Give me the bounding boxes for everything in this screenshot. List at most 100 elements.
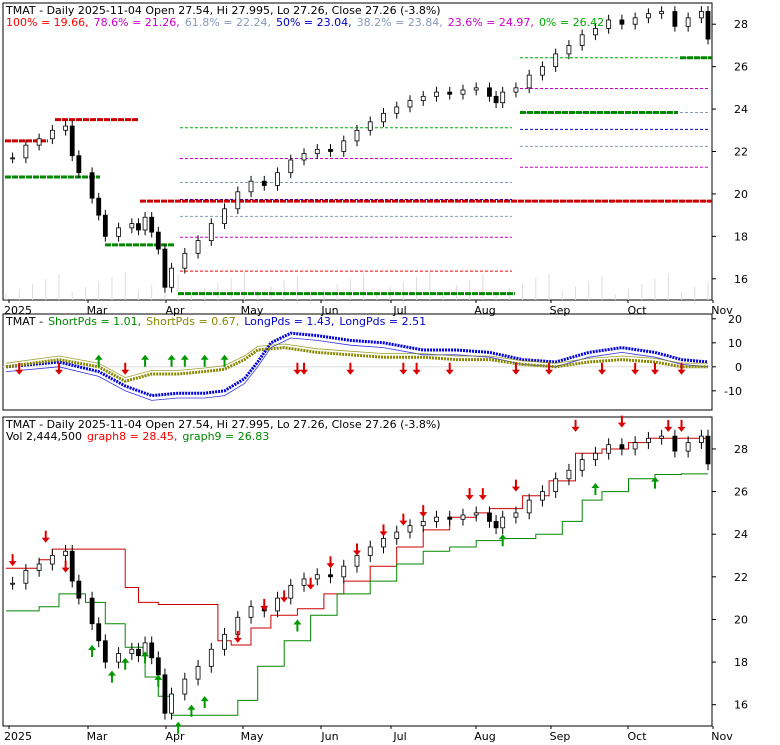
price-bar-body (672, 435, 678, 452)
x-tick-label: Nov (711, 304, 733, 317)
price-bar-body (69, 125, 75, 157)
price-bar-body (149, 216, 155, 233)
price-bar-body (222, 208, 227, 225)
x-tick-label: Jun (320, 730, 338, 743)
price-bar-body (659, 435, 665, 439)
volume-bar (376, 292, 378, 300)
volume-bar (601, 276, 603, 300)
volume-bar (614, 294, 616, 300)
y-tick-label: 28 (734, 18, 748, 31)
volume-bar (151, 285, 153, 300)
volume-bar (257, 291, 259, 300)
buy-arrow-icon (200, 696, 209, 709)
y-tick-label: 20 (734, 188, 748, 201)
sell-arrow-icon (511, 479, 520, 492)
volume-bar (363, 274, 365, 300)
x-tick-label: Jul (392, 304, 406, 317)
price-bar-body (645, 13, 651, 19)
volume-bar (45, 279, 47, 300)
y-tick-label: 22 (734, 146, 748, 159)
sell-arrow-icon (15, 362, 24, 375)
price-bar-body (136, 648, 141, 657)
buy-arrow-icon (187, 704, 196, 717)
buy-arrow-icon (121, 657, 130, 670)
y-tick-label: 0 (735, 361, 742, 374)
sell-arrow-icon (306, 577, 315, 590)
price-bar-body (606, 19, 612, 29)
price-bar-body (235, 191, 241, 210)
sell-arrow-icon (399, 513, 408, 526)
y-tick-label: 16 (734, 273, 748, 286)
indicator-series-0 (5, 331, 709, 398)
indicator-thin-series-0 (5, 337, 709, 401)
sell-arrow-icon (651, 362, 660, 375)
price-bar-body (169, 267, 174, 288)
y-tick-label: 20 (728, 313, 742, 326)
price-bar-body (659, 11, 665, 15)
price-bar-body (566, 45, 572, 55)
volume-bar (548, 273, 550, 300)
volume-bar (217, 283, 219, 300)
price-bar-body (129, 223, 135, 229)
x-tick-label: Oct (627, 304, 647, 317)
price-bar-body (487, 512, 492, 522)
price-bar-body (155, 657, 161, 676)
price-bar-body (248, 180, 254, 193)
buy-arrow-icon (154, 674, 163, 687)
volume-bar (243, 273, 245, 300)
price-bar-body (195, 240, 201, 254)
y-tick-label: 10 (728, 337, 742, 350)
y-tick-label: 24 (734, 528, 748, 541)
price-bar-body (493, 521, 499, 529)
price-bar-body (447, 91, 453, 95)
price-bar-body (76, 155, 82, 174)
sell-arrow-icon (260, 598, 269, 611)
volume-bar (58, 274, 60, 300)
price-bar-body (275, 172, 280, 186)
fib-legend-6: 0% = 26.42 (539, 16, 604, 29)
y-tick-label: 18 (734, 656, 748, 669)
price-title-0: TMAT - Daily 2025-11-04 Open 27.54, Hi 2… (5, 4, 441, 17)
sell-arrow-icon (511, 362, 520, 375)
volume-bar (283, 281, 285, 300)
price-bar-body (36, 563, 42, 571)
price-bar-body (420, 95, 426, 101)
price-bar-body (248, 606, 254, 618)
price-bar-body (10, 157, 16, 160)
indicator-title-2: ShortPds = 0.67, (146, 315, 239, 328)
x-tick-label: 2025 (4, 730, 32, 743)
volume-bar (310, 294, 312, 300)
price-bar-body (579, 459, 585, 471)
sell-arrow-icon (598, 362, 607, 375)
buy-arrow-icon (141, 651, 150, 664)
price-bar-body (208, 648, 214, 667)
price-bar-body (162, 248, 168, 288)
volume-bar (667, 274, 669, 300)
sell-arrow-icon (54, 362, 63, 375)
price-bar-body (367, 546, 373, 556)
price-bar-body (69, 550, 75, 582)
price-bar-body (460, 89, 466, 95)
price-bar-body (619, 444, 625, 450)
price-bar-body (162, 674, 168, 714)
price-bar-body (407, 100, 413, 108)
volume-bar (402, 282, 404, 300)
fib-legend-3: 50% = 23.04, (276, 16, 352, 29)
price-bar-body (553, 53, 559, 68)
y-tick-label: 22 (734, 571, 748, 584)
y-tick-label: -10 (724, 385, 742, 398)
x-tick-label: Jul (392, 730, 406, 743)
stop-series-1 (6, 473, 708, 716)
sell-arrow-icon (399, 362, 408, 375)
sell-arrow-icon (478, 488, 487, 501)
volume-bar (561, 291, 563, 300)
price-bar-body (407, 525, 413, 533)
price-bar-body (301, 153, 307, 161)
volume-bar (31, 284, 33, 300)
volume-bar (694, 287, 696, 300)
price-bar-body (96, 623, 102, 642)
sell-arrow-icon (346, 362, 355, 375)
price-bar-body (314, 574, 320, 580)
price-bar-body (513, 87, 519, 93)
